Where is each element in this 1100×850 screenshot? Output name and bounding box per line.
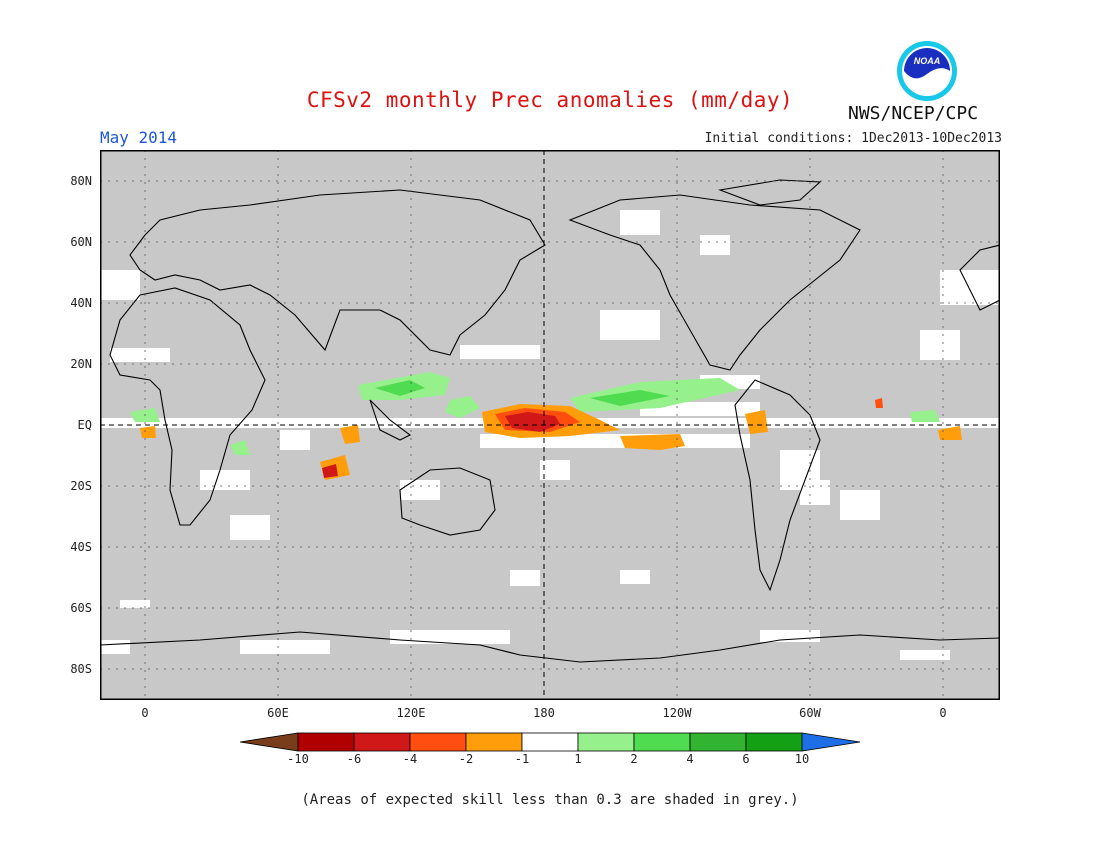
lat-label: 80N: [70, 174, 92, 188]
lon-label: 120E: [396, 706, 426, 720]
colorbar-segment: [801, 732, 861, 752]
lat-label: 20S: [70, 479, 92, 493]
colorbar-segment: [409, 732, 467, 752]
colorbar-label: -1: [514, 752, 530, 766]
negative-anomalies: [140, 398, 962, 480]
noaa-logo-text: NOAA: [914, 56, 941, 66]
colorbar-segment: [465, 732, 523, 752]
colorbar-label: 4: [686, 752, 694, 766]
lon-label: 180: [533, 706, 555, 720]
colorbar-label: -6: [346, 752, 362, 766]
initial-conditions: Initial conditions: 1Dec2013-10Dec2013: [704, 131, 1002, 146]
colorbar-label: 1: [574, 752, 582, 766]
lat-label: 40N: [70, 296, 92, 310]
chart-title: CFSv2 monthly Prec anomalies (mm/day): [306, 88, 794, 112]
colorbar-segment: [240, 732, 299, 752]
colorbar-label: 10: [794, 752, 810, 766]
lon-label: 0: [141, 706, 149, 720]
noaa-logo: NOAA: [897, 41, 957, 101]
lat-label: EQ: [77, 418, 92, 432]
skill-footnote: (Areas of expected skill less than 0.3 a…: [301, 792, 799, 808]
lat-label: 80S: [70, 662, 92, 676]
agency-label: NWS/NCEP/CPC: [848, 103, 979, 124]
lat-label: 60S: [70, 601, 92, 615]
lon-label: 120W: [662, 706, 692, 720]
colorbar-segment: [297, 732, 355, 752]
lon-label: 0: [939, 706, 947, 720]
lat-label: 40S: [70, 540, 92, 554]
precip-anomaly-map: [100, 150, 1000, 700]
colorbar-segment: [633, 732, 691, 752]
lat-label: 20N: [70, 357, 92, 371]
colorbar-segment: [577, 732, 635, 752]
lat-lon-grid: [100, 150, 1000, 700]
colorbar-segment: [353, 732, 411, 752]
colorbar-segment: [689, 732, 747, 752]
colorbar-label: 2: [630, 752, 638, 766]
forecast-month: May 2014: [100, 128, 178, 147]
colorbar-label: 6: [742, 752, 750, 766]
colorbar: [240, 732, 861, 752]
colorbar-segment: [745, 732, 803, 752]
colorbar-label: -4: [402, 752, 418, 766]
lon-label: 60E: [267, 706, 289, 720]
colorbar-label: -10: [287, 752, 309, 766]
colorbar-label: -2: [458, 752, 474, 766]
lat-label: 60N: [70, 235, 92, 249]
map-frame: [100, 150, 1000, 700]
lon-label: 60W: [799, 706, 821, 720]
colorbar-segment: [521, 732, 579, 752]
